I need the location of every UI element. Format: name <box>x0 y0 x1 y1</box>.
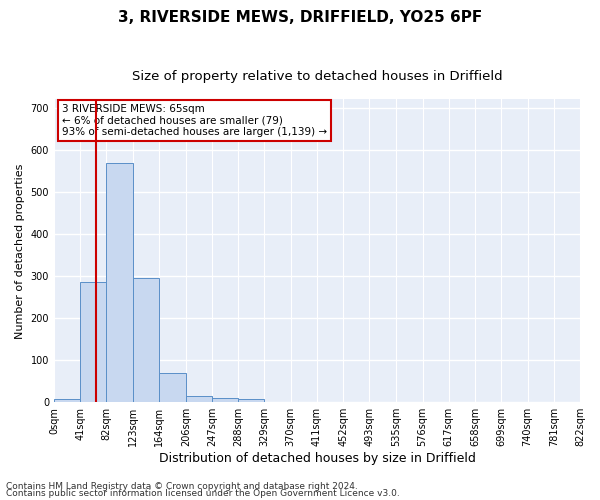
Bar <box>54 399 80 402</box>
X-axis label: Distribution of detached houses by size in Driffield: Distribution of detached houses by size … <box>158 452 475 465</box>
Text: Contains HM Land Registry data © Crown copyright and database right 2024.: Contains HM Land Registry data © Crown c… <box>6 482 358 491</box>
Text: 3, RIVERSIDE MEWS, DRIFFIELD, YO25 6PF: 3, RIVERSIDE MEWS, DRIFFIELD, YO25 6PF <box>118 10 482 25</box>
Bar <box>212 398 238 402</box>
Y-axis label: Number of detached properties: Number of detached properties <box>15 163 25 338</box>
Text: Contains public sector information licensed under the Open Government Licence v3: Contains public sector information licen… <box>6 490 400 498</box>
Bar <box>238 400 265 402</box>
Bar <box>186 396 212 402</box>
Title: Size of property relative to detached houses in Driffield: Size of property relative to detached ho… <box>131 70 502 83</box>
Bar <box>106 162 133 402</box>
Text: 3 RIVERSIDE MEWS: 65sqm
← 6% of detached houses are smaller (79)
93% of semi-det: 3 RIVERSIDE MEWS: 65sqm ← 6% of detached… <box>62 104 327 137</box>
Bar <box>80 282 106 402</box>
Bar <box>133 278 159 402</box>
Bar <box>159 373 186 402</box>
